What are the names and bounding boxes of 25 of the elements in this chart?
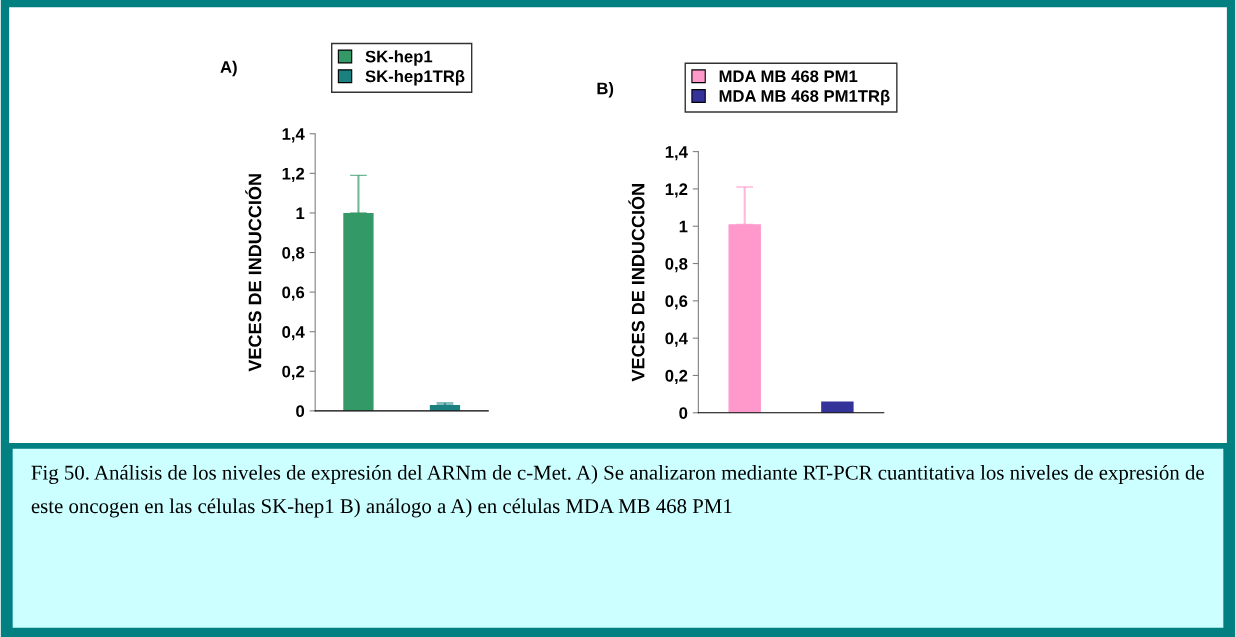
legend-label: SK-hep1 — [365, 50, 433, 66]
y-tick-label: 1 — [296, 207, 305, 219]
y-tick-label: 1,4 — [282, 128, 305, 143]
legend-label: MDA MB 468 PM1 — [719, 70, 858, 83]
legend-label: MDA MB 468 PM1TRβ — [719, 89, 890, 106]
y-tick-label: 0,2 — [665, 369, 688, 385]
y-tick-label: 0 — [679, 407, 688, 419]
y-tick-label: 0,4 — [665, 332, 688, 347]
y-tick-label: 1,4 — [665, 146, 688, 161]
y-tick-label: 0,8 — [665, 257, 688, 273]
y-tick-label: 0,6 — [665, 295, 688, 310]
y-tick-label: 0,2 — [282, 365, 305, 380]
y-tick-label: 0,8 — [282, 246, 305, 262]
caption: Fig 50. Análisis de los niveles de expresión del ARNm de c-Met. A) Se analizaron mediante RT-PCR cuantitativa los niveles de expresión de este oncogen en las células SK-hep1 B) análogo a A) en células MDA MB 468 PM1 — [31, 465, 1204, 518]
y-axis-title: VECES DE INDUCCIÓN — [245, 174, 262, 372]
y-axis-title: VECES DE INDUCCIÓN — [628, 184, 645, 382]
y-tick-label: 0,4 — [282, 326, 305, 341]
legend-label: SK-hep1TRβ — [365, 69, 465, 86]
y-tick-label: 0 — [296, 405, 305, 418]
y-tick-label: 1 — [679, 220, 688, 233]
chart-title: A) — [220, 60, 237, 77]
chart-title: B) — [597, 82, 614, 98]
y-tick-label: 1,2 — [282, 167, 305, 182]
y-tick-label: 0,6 — [282, 286, 305, 301]
y-tick-label: 1,2 — [665, 183, 688, 198]
